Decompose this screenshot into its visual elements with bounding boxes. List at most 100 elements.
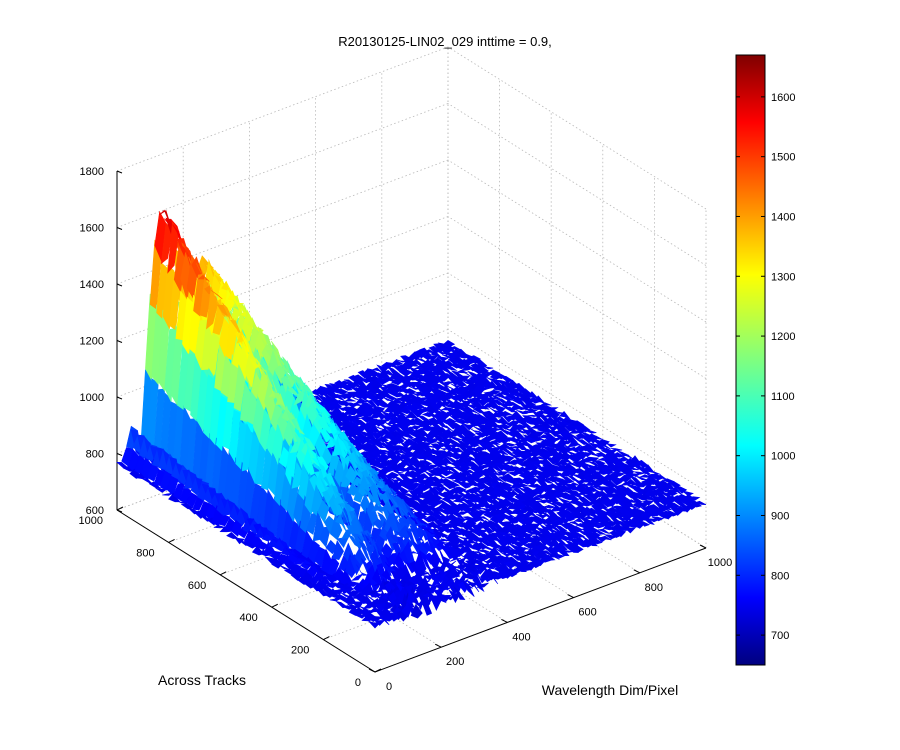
surface-cell [453,586,466,600]
surface-cell [492,528,506,538]
surface-cell [521,395,535,404]
y-tick-label: 200 [291,645,309,657]
surface-cell [502,455,515,462]
surface-cell [242,309,255,345]
surface-cell [402,418,416,426]
x-tick-label: 800 [645,582,663,594]
surface-cell [406,529,419,554]
surface-cell [628,472,642,477]
surface-cell [611,452,625,458]
grid-line [447,103,707,266]
surface-cell [345,465,358,485]
surface-cell [422,541,435,554]
surface-cell [369,483,382,508]
surface-cell [406,481,419,491]
surface-cell [272,424,285,469]
surface-cell [557,497,571,504]
surface-cell [228,409,241,465]
grid-line [116,159,449,285]
surface-cell [414,510,428,520]
surface-cell [447,355,461,365]
surface-cell [585,537,598,547]
surface-cell [483,440,496,448]
surface-cell [370,502,383,514]
surface-cell [373,443,386,449]
surface-cell [344,398,356,402]
surface-cell [478,549,490,553]
surface-cell [450,436,463,441]
surface-cell [432,588,445,598]
z-tick-label: 1000 [80,392,104,404]
surface-cell [561,476,575,484]
surface-cell [183,353,196,412]
y-tick-mark [374,668,382,673]
surface-cell [170,325,183,407]
surface-cell [539,402,552,406]
surface-cell [448,446,461,454]
surface-cell [526,462,539,471]
surface-cell [650,473,664,481]
y-tick-mark [219,571,227,576]
surface-cell [259,408,272,454]
surface-cell [317,499,330,524]
surface-cell [401,360,415,370]
surface-cell [547,408,560,421]
surface-cell [468,427,481,433]
y-tick-label: 0 [355,677,361,689]
surface-cell [596,469,610,475]
surface-cell [546,493,559,504]
surface-cell [586,456,600,463]
surface-cell [458,480,472,489]
surface-cell [487,369,501,377]
surface-cell [439,347,452,356]
surface-cell [684,502,698,510]
surface-cell [455,369,468,374]
surface-cell [516,450,530,457]
surface-cell [442,340,456,347]
surface-cell [488,389,501,395]
surface-cell [377,402,390,408]
x-tick-label: 1000 [708,557,732,569]
surface-cell [180,502,194,510]
surface-cell [681,490,694,497]
surface-cell [377,615,390,626]
surface-cell [434,452,447,461]
surface-cell [497,453,511,463]
x-tick-label: 200 [446,656,464,668]
y-axis-label: Across Tracks [158,672,246,688]
surface-cell [370,472,383,486]
surface-cell [341,582,354,593]
surface-cell [599,535,612,541]
surface-cell [348,590,361,597]
surface [116,209,707,629]
surface-cell [206,286,218,330]
surface-cell [524,530,538,535]
surface-cell [490,502,504,511]
surface-cell [435,458,449,466]
surface-cell [441,425,454,432]
surface-cell [495,571,508,580]
surface-cell [454,379,468,387]
surface-cell [345,382,358,389]
surface-cell [496,538,509,549]
surface-cell [593,529,606,535]
surface-cell [476,386,490,391]
surface-cell [486,542,500,549]
surface-cell [450,493,464,501]
surface-cell [558,484,572,492]
surface-cell [399,440,412,449]
surface-cell [375,449,388,455]
surface-cell [330,513,343,541]
surface-cell [689,500,702,508]
surface-cell [675,505,689,512]
surface-cell [467,440,480,448]
surface-cell [464,539,478,544]
surface-cell [547,552,560,560]
surface-cell [425,354,438,362]
surface-cell [531,431,545,438]
surface-cell [401,509,413,519]
surface-cell [630,496,644,505]
surface-cell [628,505,640,510]
grid-line [116,272,449,398]
surface-cell [433,486,446,493]
